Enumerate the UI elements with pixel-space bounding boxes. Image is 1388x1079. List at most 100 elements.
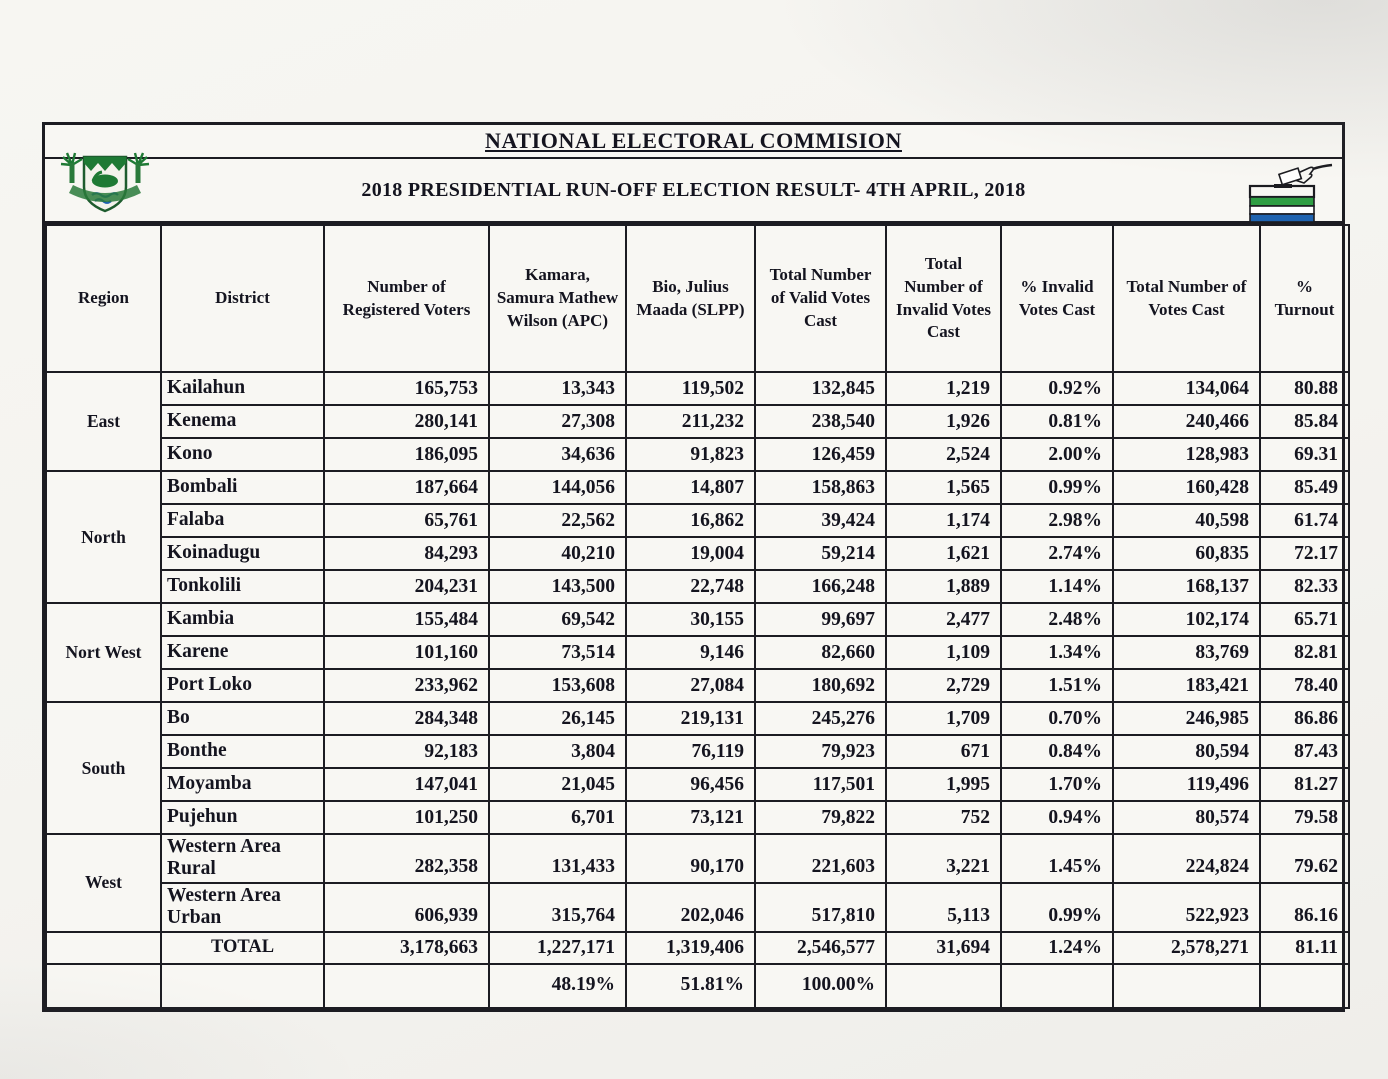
value-cell: 119,496: [1112, 767, 1261, 802]
value-cell: 0.70%: [1000, 701, 1114, 736]
value-cell: 79,822: [754, 800, 887, 835]
column-header-row: Region District Number of Registered Vot…: [45, 224, 1350, 373]
value-cell: 90,170: [625, 833, 756, 884]
value-cell: 160,428: [1112, 470, 1261, 505]
value-cell: 19,004: [625, 536, 756, 571]
header-pct-invalid: % Invalid Votes Cast: [1000, 224, 1114, 373]
value-cell: 186,095: [323, 437, 490, 472]
value-cell: 315,764: [488, 881, 627, 933]
value-cell: 79.62: [1259, 833, 1350, 884]
value-cell: 168,137: [1112, 569, 1261, 604]
value-cell: 204,231: [323, 569, 490, 604]
value-cell: 1,709: [885, 701, 1002, 736]
value-cell: 221,603: [754, 833, 887, 884]
value-cell: 16,862: [625, 503, 756, 538]
total-value-cell: 3,178,663: [323, 930, 490, 965]
value-cell: 79,923: [754, 734, 887, 769]
table-row: Kenema 280,141 27,308 211,232 238,540 1,926 0.…: [46, 404, 1350, 439]
value-cell: 80,574: [1112, 800, 1261, 835]
header-total-votes-cast: Total Number of Votes Cast: [1112, 224, 1261, 373]
value-cell: 84,293: [323, 536, 490, 571]
value-cell: 5,113: [885, 881, 1002, 933]
value-cell: 101,250: [323, 800, 490, 835]
district-cell: Pujehun: [160, 800, 325, 835]
value-cell: 134,064: [1112, 371, 1261, 406]
value-cell: 14,807: [625, 470, 756, 505]
header-apc-candidate: Kamara, Samura Mathew Wilson (APC): [488, 224, 627, 373]
sierra-leone-coat-of-arms-icon: [55, 141, 155, 226]
value-cell: 166,248: [754, 569, 887, 604]
value-cell: 1,174: [885, 503, 1002, 538]
org-title: NATIONAL ELECTORAL COMMISION: [485, 128, 902, 153]
total-value-cell: 81.11: [1259, 930, 1350, 965]
value-cell: 1,889: [885, 569, 1002, 604]
table-row: South Bo 284,348 26,145 219,131 245,276 1,709 0…: [45, 701, 1350, 835]
value-cell: 2,477: [885, 602, 1002, 637]
value-cell: 82.81: [1259, 635, 1350, 670]
value-cell: 72.17: [1259, 536, 1350, 571]
total-value-cell: 2,578,271: [1112, 930, 1261, 965]
value-cell: 238,540: [754, 404, 887, 439]
header-region: Region: [45, 224, 162, 373]
value-cell: 85.49: [1259, 470, 1350, 505]
table-row: Port Loko 233,962 153,608 27,084 180,692 2,72…: [46, 668, 1350, 703]
value-cell: 128,983: [1112, 437, 1261, 472]
value-cell: 752: [885, 800, 1002, 835]
district-cell: Western Area Urban: [160, 881, 325, 933]
region-cell: Nort West: [45, 602, 162, 703]
value-cell: 80,594: [1112, 734, 1261, 769]
value-cell: 79.58: [1259, 800, 1350, 835]
value-cell: 78.40: [1259, 668, 1350, 703]
value-cell: 165,753: [323, 371, 490, 406]
value-cell: 2,524: [885, 437, 1002, 472]
value-cell: 22,562: [488, 503, 627, 538]
value-cell: 2.98%: [1000, 503, 1114, 538]
district-cell: Bombali: [160, 470, 325, 505]
district-cell: Koinadugu: [160, 536, 325, 571]
table-row: Nort West Kambia 155,484 69,542 30,155 99,697…: [45, 602, 1350, 703]
region-cell: East: [45, 371, 162, 472]
table-row: Kono 186,095 34,636 91,823 126,459 2,524 2.00%…: [46, 437, 1350, 472]
masthead: NATIONAL ELECTORAL COMMISION: [45, 125, 1342, 224]
value-cell: 522,923: [1112, 881, 1261, 933]
value-cell: 1,621: [885, 536, 1002, 571]
value-cell: 73,514: [488, 635, 627, 670]
value-cell: 6,701: [488, 800, 627, 835]
value-cell: 34,636: [488, 437, 627, 472]
value-cell: 517,810: [754, 881, 887, 933]
pct-region-empty: [45, 962, 162, 1009]
subtitle-band: 2018 PRESIDENTIAL RUN-OFF ELECTION RESUL…: [45, 152, 1342, 223]
value-cell: 40,210: [488, 536, 627, 571]
results-tbody: East Kailahun 165,753 13,343 119,502 132,845 1…: [45, 371, 1350, 1009]
value-cell: 224,824: [1112, 833, 1261, 884]
total-value-cell: 1.24%: [1000, 930, 1114, 965]
results-sheet: NATIONAL ELECTORAL COMMISION: [42, 122, 1350, 1012]
district-cell: Tonkolili: [160, 569, 325, 604]
region-cell: West: [45, 833, 162, 933]
value-cell: 99,697: [754, 602, 887, 637]
value-cell: 21,045: [488, 767, 627, 802]
total-value-cell: 31,694: [885, 930, 1002, 965]
total-region-empty: [45, 930, 162, 965]
value-cell: 219,131: [625, 701, 756, 736]
table-row: Pujehun 101,250 6,701 73,121 79,822 752 0.94% 8…: [46, 800, 1350, 835]
region-cell: South: [45, 701, 162, 835]
value-cell: 0.92%: [1000, 371, 1114, 406]
value-cell: 85.84: [1259, 404, 1350, 439]
value-cell: 76,119: [625, 734, 756, 769]
value-cell: 280,141: [323, 404, 490, 439]
district-cell: Kailahun: [160, 371, 325, 406]
value-cell: 1,926: [885, 404, 1002, 439]
value-cell: 246,985: [1112, 701, 1261, 736]
value-cell: 158,863: [754, 470, 887, 505]
table-row: East Kailahun 165,753 13,343 119,502 132,845 1…: [45, 371, 1350, 472]
value-cell: 671: [885, 734, 1002, 769]
value-cell: 132,845: [754, 371, 887, 406]
district-cell: Kambia: [160, 602, 325, 637]
value-cell: 59,214: [754, 536, 887, 571]
value-cell: 83,769: [1112, 635, 1261, 670]
value-cell: 187,664: [323, 470, 490, 505]
percent-value-cell: [885, 962, 1002, 1009]
value-cell: 117,501: [754, 767, 887, 802]
value-cell: 1.14%: [1000, 569, 1114, 604]
